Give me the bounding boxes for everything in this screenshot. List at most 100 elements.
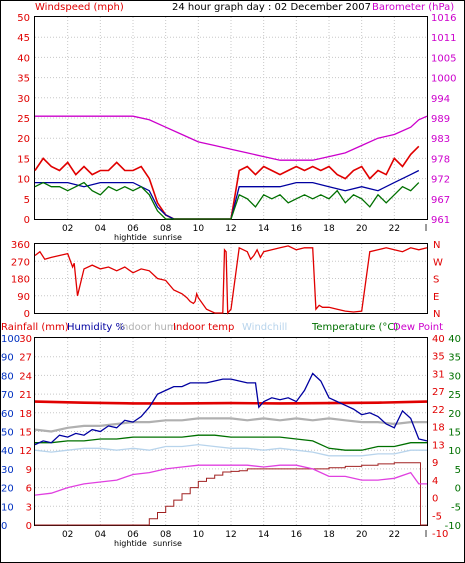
x-tick: 16 bbox=[291, 530, 303, 540]
dewpoint-tick-labels: 40 35 30 25 20 15 10 5 0 -5 -10 bbox=[445, 334, 461, 532]
windspeed-tick: 0 bbox=[24, 215, 30, 226]
x-tick: 02 bbox=[62, 530, 73, 540]
temp-series bbox=[34, 372, 428, 526]
temperature-tick: -10 bbox=[432, 529, 448, 540]
series-temperature bbox=[35, 434, 427, 451]
rain-tick: 9 bbox=[26, 465, 32, 476]
series-indoor-temp bbox=[34, 400, 428, 405]
windchill-label: Windchill bbox=[242, 322, 287, 333]
series-humidity bbox=[34, 372, 428, 446]
x-tick: 04 bbox=[95, 530, 107, 540]
x-tick: 02 bbox=[62, 224, 73, 234]
temperature-tick: 35 bbox=[432, 352, 445, 363]
temperature-tick: 9 bbox=[432, 458, 438, 469]
direction-grid bbox=[35, 244, 427, 313]
windspeed-tick: 10 bbox=[17, 175, 30, 186]
rain-tick: 0 bbox=[26, 521, 32, 532]
compass-tick: N bbox=[433, 309, 440, 320]
windspeed-tick-labels: 0 5 10 15 20 25 30 35 40 45 50 bbox=[17, 13, 30, 226]
temperature-tick: 18 bbox=[432, 423, 445, 434]
windspeed-tick: 25 bbox=[17, 114, 30, 125]
x-tick: 16 bbox=[291, 224, 303, 234]
chart-title: 24 hour graph day : 02 December 2007 bbox=[172, 2, 371, 13]
barometer-tick: 967 bbox=[431, 195, 450, 206]
temperature-tick: 27 bbox=[432, 387, 445, 398]
x-tick: 22 bbox=[389, 530, 400, 540]
x-tick: 20 bbox=[356, 224, 368, 234]
windspeed-tick: 50 bbox=[17, 13, 30, 24]
wind-grid bbox=[35, 17, 427, 219]
x-tick: 18 bbox=[323, 530, 335, 540]
humidity-tick: 30 bbox=[1, 465, 14, 476]
x-tick: 12 bbox=[225, 224, 236, 234]
barometer-axis-label: Barometer (hPa) bbox=[372, 2, 454, 13]
x-tick: 10 bbox=[193, 530, 205, 540]
rain-tick: 6 bbox=[26, 484, 32, 495]
direction-plot-frame bbox=[34, 243, 428, 314]
compass-tick: W bbox=[433, 257, 443, 268]
windspeed-tick: 30 bbox=[17, 94, 30, 105]
hightide-annotation-bottom: hightide bbox=[114, 539, 147, 548]
humidity-tick: 50 bbox=[1, 428, 14, 439]
humidity-tick: 20 bbox=[1, 484, 14, 495]
direction-degree-labels: 360 270 180 90 0 bbox=[11, 240, 30, 320]
direction-tick: 270 bbox=[11, 257, 30, 268]
wind-baro-panel: Windspeed (mph) 24 hour graph day : 02 D… bbox=[17, 2, 456, 242]
series-indoor-hum bbox=[34, 417, 427, 433]
compass-tick: E bbox=[433, 292, 439, 303]
barometer-tick: 989 bbox=[431, 114, 450, 125]
humidity-tick: 80 bbox=[1, 371, 14, 382]
temp-plot-frame bbox=[34, 337, 428, 526]
rain-tick: 3 bbox=[26, 502, 32, 513]
humidity-tick: 70 bbox=[1, 390, 14, 401]
temperature-tick: 40 bbox=[432, 334, 445, 345]
dewpoint-tick: 25 bbox=[448, 390, 461, 401]
humidity-axis-label: Humidity % bbox=[67, 322, 125, 333]
direction-series bbox=[34, 245, 428, 315]
dewpoint-axis-label: Dew Point bbox=[393, 322, 443, 333]
rain-tick: 12 bbox=[19, 446, 32, 457]
x-tick: 04 bbox=[95, 224, 107, 234]
x-tick: 06 bbox=[127, 224, 139, 234]
temp-humidity-panel: Rainfall (mm) Humidity % Indoor hum Indo… bbox=[1, 322, 461, 548]
humidity-tick: 100 bbox=[1, 334, 20, 345]
wind-series bbox=[34, 115, 428, 220]
barometer-tick: 972 bbox=[431, 175, 450, 186]
windspeed-tick: 40 bbox=[17, 53, 30, 64]
dewpoint-tick: 5 bbox=[455, 465, 461, 476]
dewpoint-tick: 15 bbox=[448, 428, 461, 439]
windspeed-tick: 20 bbox=[17, 134, 30, 145]
dewpoint-tick: 20 bbox=[448, 409, 461, 420]
direction-tick: 0 bbox=[24, 309, 30, 320]
series-rainfall bbox=[35, 462, 427, 526]
barometer-tick: 978 bbox=[431, 154, 450, 165]
temperature-tick: 31 bbox=[432, 369, 445, 380]
compass-tick: S bbox=[433, 275, 439, 286]
dewpoint-tick: 0 bbox=[455, 484, 461, 495]
indoor-hum-label: Indoor hum bbox=[119, 322, 177, 333]
rain-tick: 30 bbox=[19, 334, 32, 345]
dewpoint-tick: -10 bbox=[445, 521, 461, 532]
windspeed-tick: 15 bbox=[17, 154, 30, 165]
rain-tick: 15 bbox=[19, 428, 32, 439]
indoor-temp-label: Indoor temp bbox=[173, 322, 234, 333]
temperature-tick: 4 bbox=[432, 476, 438, 487]
hightide-annotation: hightide bbox=[114, 233, 147, 242]
x-tick: 10 bbox=[193, 224, 205, 234]
x-tick: 08 bbox=[160, 530, 172, 540]
barometer-tick: 1000 bbox=[431, 74, 456, 85]
humidity-tick: 40 bbox=[1, 446, 14, 457]
humidity-tick: 90 bbox=[1, 353, 14, 364]
dewpoint-tick: 35 bbox=[448, 353, 461, 364]
series-gust bbox=[34, 181, 420, 220]
dewpoint-tick: -5 bbox=[451, 502, 461, 513]
series-barometer bbox=[35, 115, 428, 161]
barometer-tick-labels: 961 967 972 978 983 989 994 1000 1005 1011 1016 bbox=[431, 13, 456, 226]
